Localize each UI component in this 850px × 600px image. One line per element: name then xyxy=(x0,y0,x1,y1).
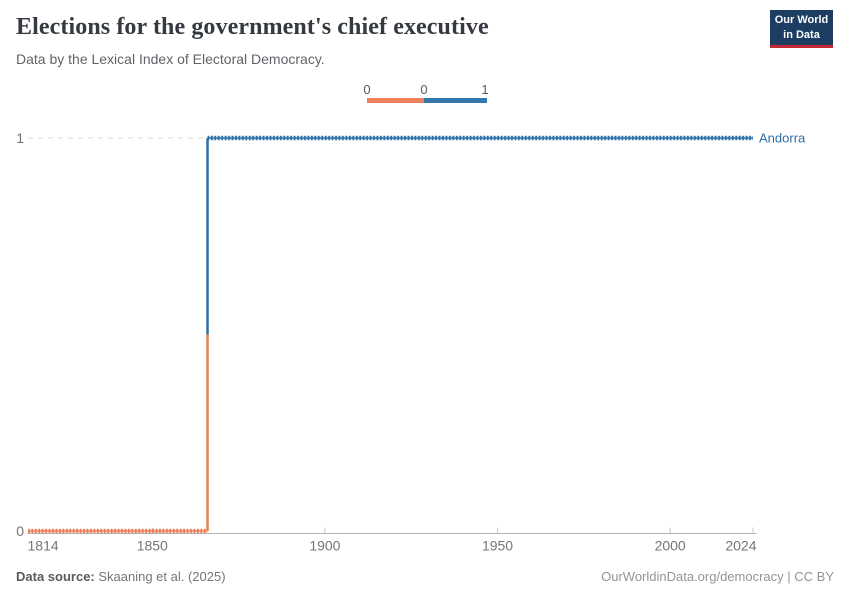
x-tick-label: 1814 xyxy=(28,538,59,554)
x-tick-label: 1950 xyxy=(482,538,513,554)
data-source-value: Skaaning et al. (2025) xyxy=(94,569,226,584)
chart-footer: Data source: Skaaning et al. (2025) OurW… xyxy=(16,569,834,589)
owid-logo[interactable]: Our World in Data xyxy=(770,10,833,48)
page-title: Elections for the government's chief exe… xyxy=(16,14,489,40)
owid-logo-line1: Our World xyxy=(774,14,829,27)
chart-canvas[interactable]: 0 1 1814 1850 1900 1950 2000 2024 Andorra xyxy=(0,110,850,568)
legend-label-min: 0 xyxy=(363,82,371,97)
legend-segment-1[interactable] xyxy=(424,98,487,103)
value-legend: 0 0 1 xyxy=(363,82,496,105)
legend-label-mid: 0 xyxy=(420,82,428,97)
license-link[interactable]: OurWorldinData.org/democracy | CC BY xyxy=(601,569,834,584)
x-tick-label: 2000 xyxy=(655,538,686,554)
x-tick-label: 2024 xyxy=(725,538,756,554)
data-source-note: Data source: Skaaning et al. (2025) xyxy=(16,569,226,589)
entity-label[interactable]: Andorra xyxy=(759,131,806,146)
legend-segment-0[interactable] xyxy=(367,98,424,103)
y-tick-label: 1 xyxy=(16,130,24,146)
x-tick-label: 1850 xyxy=(137,538,168,554)
legend-label-max: 1 xyxy=(481,82,489,97)
page-subtitle: Data by the Lexical Index of Electoral D… xyxy=(16,51,325,67)
owid-logo-line2: in Data xyxy=(783,28,820,41)
x-tick-label: 1900 xyxy=(309,538,340,554)
data-source-label: Data source: xyxy=(16,569,95,584)
y-tick-label: 0 xyxy=(16,523,24,539)
